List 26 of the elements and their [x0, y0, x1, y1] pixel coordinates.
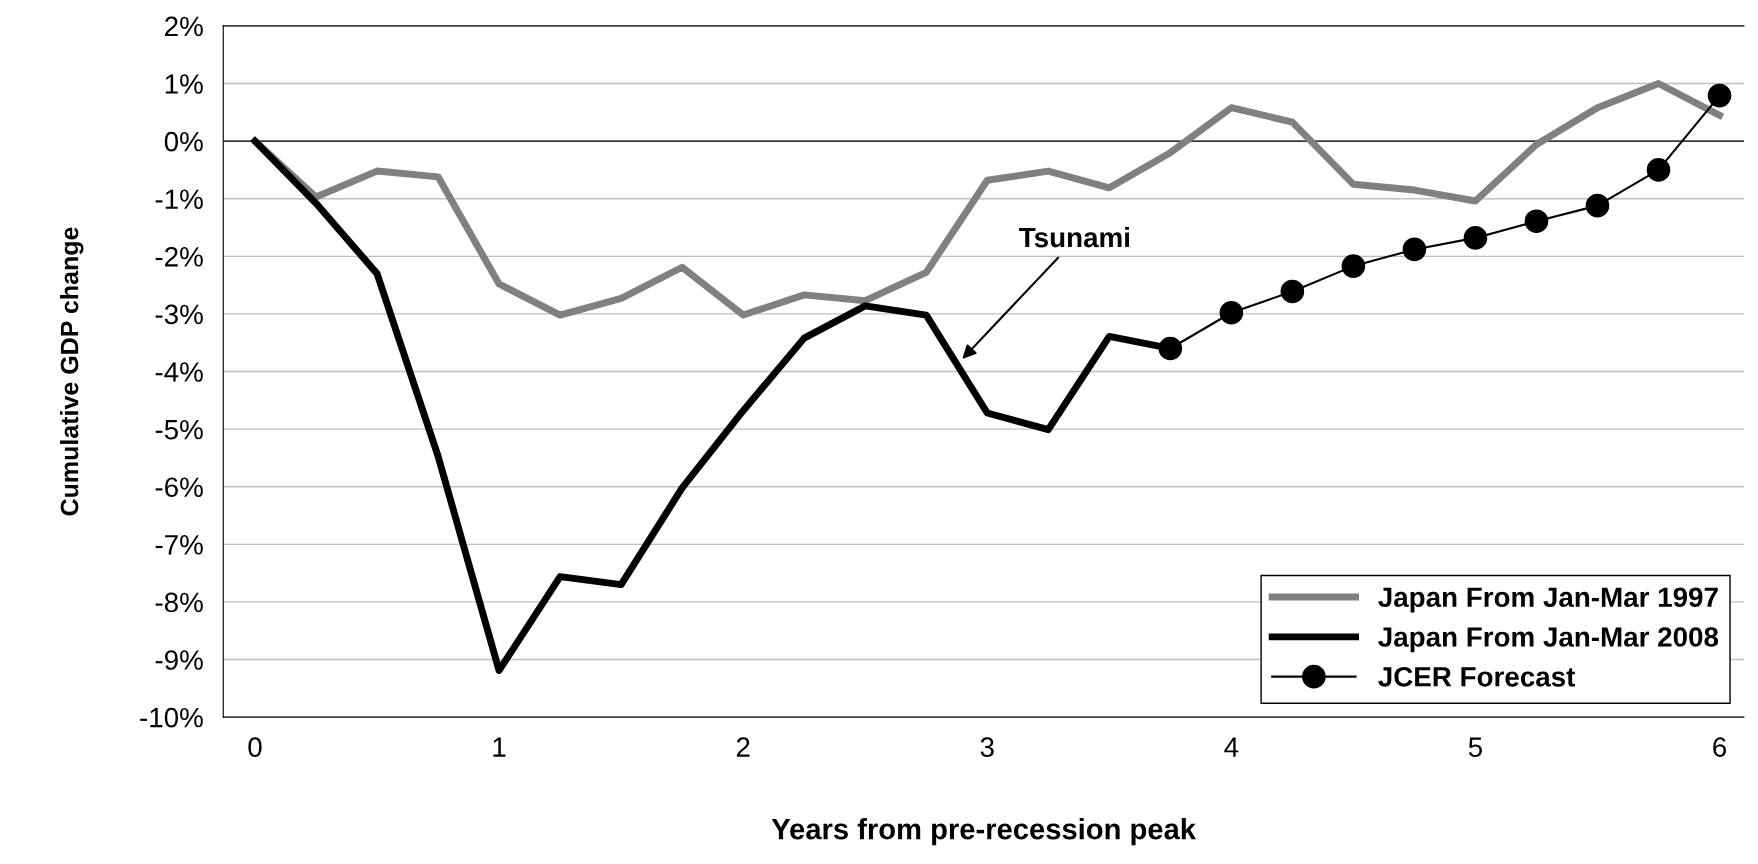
legend-label: JCER Forecast	[1378, 666, 1576, 687]
y-tick-label: -2%	[155, 246, 203, 267]
x-tick-label: 6	[1713, 737, 1727, 757]
x-axis-title: Years from pre-recession peak	[771, 818, 1197, 846]
y-tick-label: -9%	[155, 650, 203, 670]
y-tick-label: -6%	[155, 477, 203, 498]
y-tick-label: -8%	[155, 592, 203, 613]
x-tick-label: 5	[1468, 737, 1482, 757]
y-tick-label: -1%	[155, 189, 203, 209]
x-tick-label: 3	[980, 737, 994, 757]
y-axis-title: Cumulative GDP change	[60, 227, 84, 516]
y-tick-label: -4%	[155, 362, 203, 382]
y-tick-label: 1%	[165, 74, 203, 94]
x-tick-label: 0	[248, 737, 262, 757]
legend-label: Japan From Jan-Mar 2008	[1378, 627, 1719, 653]
y-tick-label: 0%	[164, 131, 203, 152]
y-tick-label: -10%	[140, 707, 203, 728]
y-tick-label: -5%	[155, 419, 203, 440]
y-tick-label: -3%	[155, 304, 203, 325]
y-tick-label: 2%	[165, 16, 203, 37]
x-tick-label: 2	[736, 737, 750, 757]
annotation: Tsunami	[1019, 226, 1129, 248]
y-tick-label: -7%	[155, 535, 203, 555]
legend-label: Japan From Jan-Mar 1997	[1378, 587, 1718, 613]
x-tick-label: 1	[493, 737, 506, 757]
x-tick-label: 4	[1224, 737, 1239, 757]
